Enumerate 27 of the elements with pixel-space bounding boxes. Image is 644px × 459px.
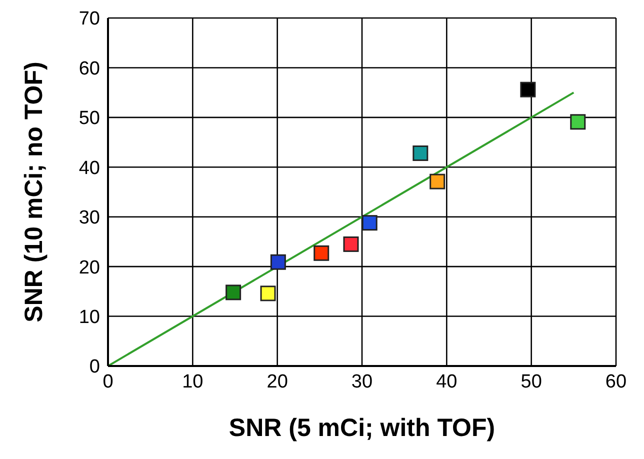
point [362, 215, 378, 231]
x-tick-label: 50 [520, 371, 542, 392]
y-tick-label: 20 [78, 257, 100, 278]
y-tick-label: 40 [78, 158, 100, 179]
y-tick-label: 10 [78, 307, 100, 328]
point [343, 236, 359, 252]
x-tick-label: 0 [102, 371, 114, 392]
point [226, 284, 242, 300]
x-tick-label: 10 [182, 371, 204, 392]
point [270, 254, 286, 270]
y-tick-label: 0 [89, 356, 100, 378]
y-axis-title: SNR (10 mCi; no TOF) [20, 62, 48, 322]
point [260, 286, 276, 302]
point [430, 174, 446, 190]
x-tick-label: 60 [605, 371, 627, 392]
y-tick-label: 60 [78, 58, 100, 80]
point [314, 245, 330, 261]
y-tick-label: 30 [78, 208, 100, 229]
y-tick-label: 70 [78, 8, 100, 30]
point [570, 114, 586, 130]
point [520, 82, 536, 98]
point [412, 145, 428, 161]
x-axis-title: SNR (5 mCi; with TOF) [228, 414, 496, 442]
y-tick-label: 50 [78, 108, 100, 130]
x-tick-label: 20 [266, 371, 288, 392]
x-tick-label: 40 [436, 371, 458, 392]
x-tick-label: 30 [351, 371, 373, 392]
